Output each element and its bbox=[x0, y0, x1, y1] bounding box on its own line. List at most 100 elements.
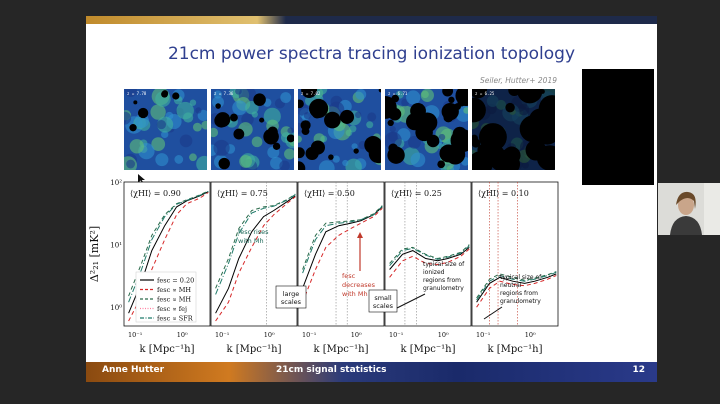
slide-title: 21cm power spectra tracing ionization to… bbox=[167, 44, 576, 64]
small-scales-box bbox=[368, 289, 398, 313]
series-line bbox=[476, 275, 557, 308]
ionized-region bbox=[253, 93, 266, 106]
series-line bbox=[476, 271, 557, 299]
chart-annotation: with Mh bbox=[342, 290, 368, 298]
map-texture bbox=[367, 112, 377, 122]
series-line bbox=[128, 192, 209, 322]
x-tick-label: 10⁰ bbox=[438, 331, 449, 339]
x-tick-label: 10⁰ bbox=[525, 331, 536, 339]
x-axis-label: k [Mpc⁻¹h] bbox=[400, 344, 455, 355]
map-texture bbox=[298, 135, 302, 143]
x-tick-label: 10⁰ bbox=[351, 331, 362, 339]
map-texture bbox=[284, 148, 294, 160]
y-tick-label: 10² bbox=[110, 179, 122, 187]
series-line bbox=[389, 247, 470, 270]
presentation-slide: 21cm power spectra tracing ionization to… bbox=[86, 16, 657, 382]
ionized-region bbox=[457, 98, 466, 107]
map-panel-5: z = 6.25 bbox=[472, 89, 555, 170]
map-image-1 bbox=[124, 89, 207, 170]
map-texture bbox=[176, 101, 194, 120]
ionized-region bbox=[298, 161, 306, 170]
map-texture bbox=[354, 111, 362, 119]
map-texture bbox=[235, 89, 242, 95]
ionized-region bbox=[300, 120, 311, 131]
ionized-region bbox=[215, 103, 221, 109]
chart-annotation: regions from bbox=[423, 277, 461, 284]
chart-annotation: regions from bbox=[500, 290, 538, 297]
map-texture bbox=[213, 139, 230, 157]
map-texture bbox=[150, 104, 166, 120]
series-line bbox=[128, 190, 209, 303]
chart-panel-5: ⟨χHI⟩ = 0.10 10⁻¹ 10⁰ k [Mpc⁻¹h] bbox=[471, 181, 559, 355]
map-texture bbox=[366, 121, 374, 129]
map-texture bbox=[355, 89, 367, 100]
chart-panel-3: ⟨χHI⟩ = 0.50 10⁻¹ 10⁰ k [Mpc⁻¹h] bbox=[297, 181, 385, 355]
slide-top-bar bbox=[86, 16, 657, 24]
ionized-region bbox=[443, 112, 454, 123]
arrowhead-icon bbox=[357, 232, 363, 238]
chart-annotation: ionized bbox=[423, 269, 445, 276]
ionized-region bbox=[385, 95, 397, 119]
chart-annotation: scales bbox=[373, 302, 394, 310]
series-line bbox=[215, 195, 296, 314]
ionized-region bbox=[267, 126, 278, 137]
ionized-region bbox=[448, 96, 455, 104]
x-tick-label: 10⁰ bbox=[264, 331, 275, 339]
ionized-region bbox=[301, 89, 318, 99]
map-overlay bbox=[472, 89, 555, 170]
map-texture bbox=[351, 143, 358, 150]
map-texture bbox=[213, 90, 222, 99]
map-texture bbox=[251, 136, 263, 148]
footer-page-number: 12 bbox=[632, 365, 645, 375]
ionized-region bbox=[129, 124, 137, 132]
series-line bbox=[476, 271, 557, 301]
x-axis-label: k [Mpc⁻¹h] bbox=[313, 344, 368, 355]
map-image-4 bbox=[385, 89, 468, 170]
map-texture bbox=[406, 90, 421, 105]
series-line bbox=[215, 196, 296, 322]
map-label: z = 6.25 bbox=[475, 91, 495, 96]
map-texture bbox=[201, 120, 207, 130]
map-texture bbox=[174, 155, 184, 164]
map-image-5 bbox=[472, 89, 555, 170]
ionized-region bbox=[272, 142, 281, 150]
map-texture bbox=[421, 90, 429, 99]
map-texture bbox=[345, 158, 362, 170]
x-tick-label: 10⁻¹ bbox=[128, 331, 143, 339]
ionized-region bbox=[172, 92, 180, 100]
annotation-arrow bbox=[396, 293, 426, 309]
plot-frame bbox=[471, 181, 559, 327]
panel-label: ⟨χHI⟩ = 0.75 bbox=[217, 189, 268, 198]
blank-video-tile bbox=[582, 69, 654, 185]
map-texture bbox=[318, 160, 335, 170]
map-image-2 bbox=[211, 89, 294, 170]
y-tick-label: 10⁰ bbox=[110, 304, 122, 312]
map-texture bbox=[189, 99, 197, 106]
ionized-region bbox=[387, 119, 394, 127]
webcam-thumbnail[interactable] bbox=[658, 183, 720, 235]
ionized-region bbox=[286, 134, 294, 143]
chart-annotation: with Mh bbox=[238, 237, 264, 245]
map-panel-4: z = 6.71 bbox=[385, 89, 468, 170]
map-texture bbox=[279, 160, 290, 170]
y-axis-label: Δ²₂₁ [mK²] bbox=[88, 226, 101, 282]
map-texture bbox=[161, 130, 169, 139]
map-texture bbox=[342, 159, 349, 167]
map-texture bbox=[410, 152, 426, 168]
map-image-3 bbox=[298, 89, 381, 170]
map-panel-2: z = 7.36 bbox=[211, 89, 294, 170]
map-texture bbox=[389, 125, 396, 133]
ionized-region bbox=[215, 112, 231, 128]
series-line bbox=[389, 245, 470, 267]
ionized-region bbox=[324, 111, 341, 129]
x-axis-label: k [Mpc⁻¹h] bbox=[139, 344, 194, 355]
map-texture bbox=[463, 107, 468, 114]
series-line bbox=[302, 205, 383, 270]
ionized-region bbox=[378, 89, 381, 93]
map-texture bbox=[349, 125, 357, 133]
ionized-region bbox=[301, 127, 310, 135]
chart-panel-2: ⟨χHI⟩ = 0.75 10⁻¹ 10⁰ k [Mpc⁻¹h] bbox=[210, 181, 298, 355]
ionized-region bbox=[298, 147, 305, 159]
map-texture bbox=[195, 107, 202, 114]
